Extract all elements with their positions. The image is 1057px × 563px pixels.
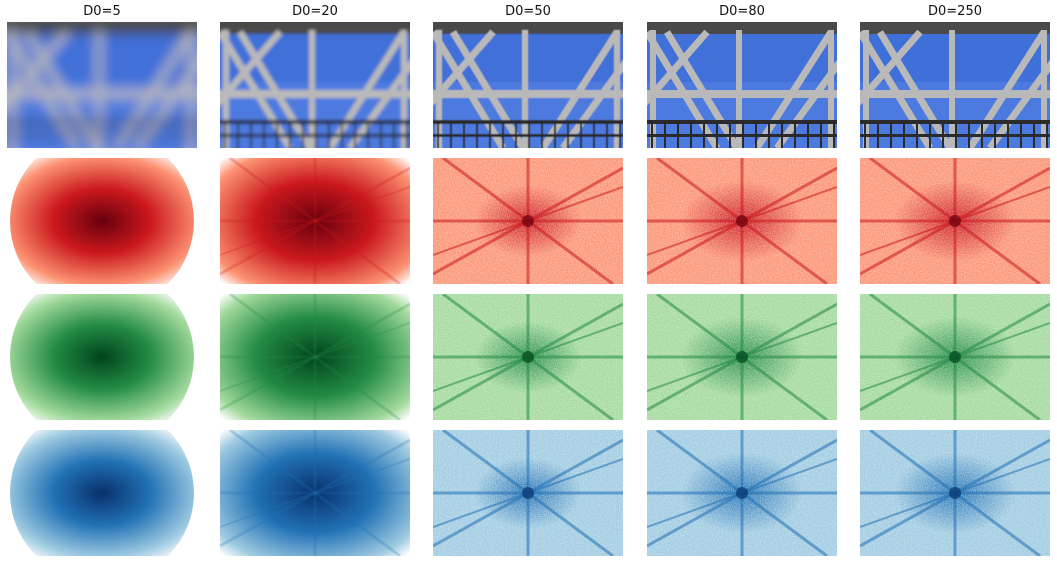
spectrum-green-image bbox=[433, 294, 623, 420]
panel-spectrum-blue-col-1 bbox=[7, 430, 197, 556]
panel-spectrum-red-col-1 bbox=[7, 158, 197, 284]
spectrum-red-image bbox=[433, 158, 623, 284]
spectrum-red-image bbox=[10, 158, 194, 284]
panel-spectrum-green-col-2 bbox=[220, 294, 410, 420]
spectrum-blue-image bbox=[647, 430, 837, 556]
panel-spectrum-green-col-4 bbox=[647, 294, 837, 420]
column-title-d0-50: D0=50 bbox=[505, 4, 551, 19]
panel-spectrum-blue-col-2 bbox=[220, 430, 410, 556]
spectrum-blue-image bbox=[10, 430, 194, 556]
panel-filtered-photo-col-3 bbox=[433, 22, 623, 148]
filtered-photo-image bbox=[860, 22, 1050, 148]
panel-filtered-photo-col-5 bbox=[860, 22, 1050, 148]
column-title-d0-5: D0=5 bbox=[83, 4, 121, 19]
spectrum-green-image bbox=[220, 294, 410, 420]
filtered-photo-image bbox=[647, 22, 837, 148]
panel-spectrum-red-col-4 bbox=[647, 158, 837, 284]
filtered-photo-image bbox=[220, 22, 410, 148]
spectrum-red-image bbox=[860, 158, 1050, 284]
filtered-photo-image bbox=[433, 22, 623, 148]
panel-filtered-photo-col-2 bbox=[220, 22, 410, 148]
panel-spectrum-red-col-3 bbox=[433, 158, 623, 284]
panel-filtered-photo-col-1 bbox=[7, 22, 197, 148]
panel-spectrum-blue-col-4 bbox=[647, 430, 837, 556]
panel-spectrum-green-col-1 bbox=[7, 294, 197, 420]
spectrum-red-image bbox=[647, 158, 837, 284]
column-title-d0-80: D0=80 bbox=[719, 4, 765, 19]
panel-filtered-photo-col-4 bbox=[647, 22, 837, 148]
column-title-d0-250: D0=250 bbox=[928, 4, 982, 19]
panel-spectrum-red-col-2 bbox=[220, 158, 410, 284]
panel-spectrum-blue-col-3 bbox=[433, 430, 623, 556]
column-title-d0-20: D0=20 bbox=[292, 4, 338, 19]
panel-spectrum-green-col-5 bbox=[860, 294, 1050, 420]
spectrum-green-image bbox=[860, 294, 1050, 420]
filtered-photo-image bbox=[7, 22, 197, 148]
panel-spectrum-green-col-3 bbox=[433, 294, 623, 420]
spectrum-blue-image bbox=[220, 430, 410, 556]
spectrum-green-image bbox=[647, 294, 837, 420]
panel-spectrum-red-col-5 bbox=[860, 158, 1050, 284]
spectrum-green-image bbox=[10, 294, 194, 420]
spectrum-blue-image bbox=[433, 430, 623, 556]
spectrum-red-image bbox=[220, 158, 410, 284]
panel-spectrum-blue-col-5 bbox=[860, 430, 1050, 556]
spectrum-blue-image bbox=[860, 430, 1050, 556]
